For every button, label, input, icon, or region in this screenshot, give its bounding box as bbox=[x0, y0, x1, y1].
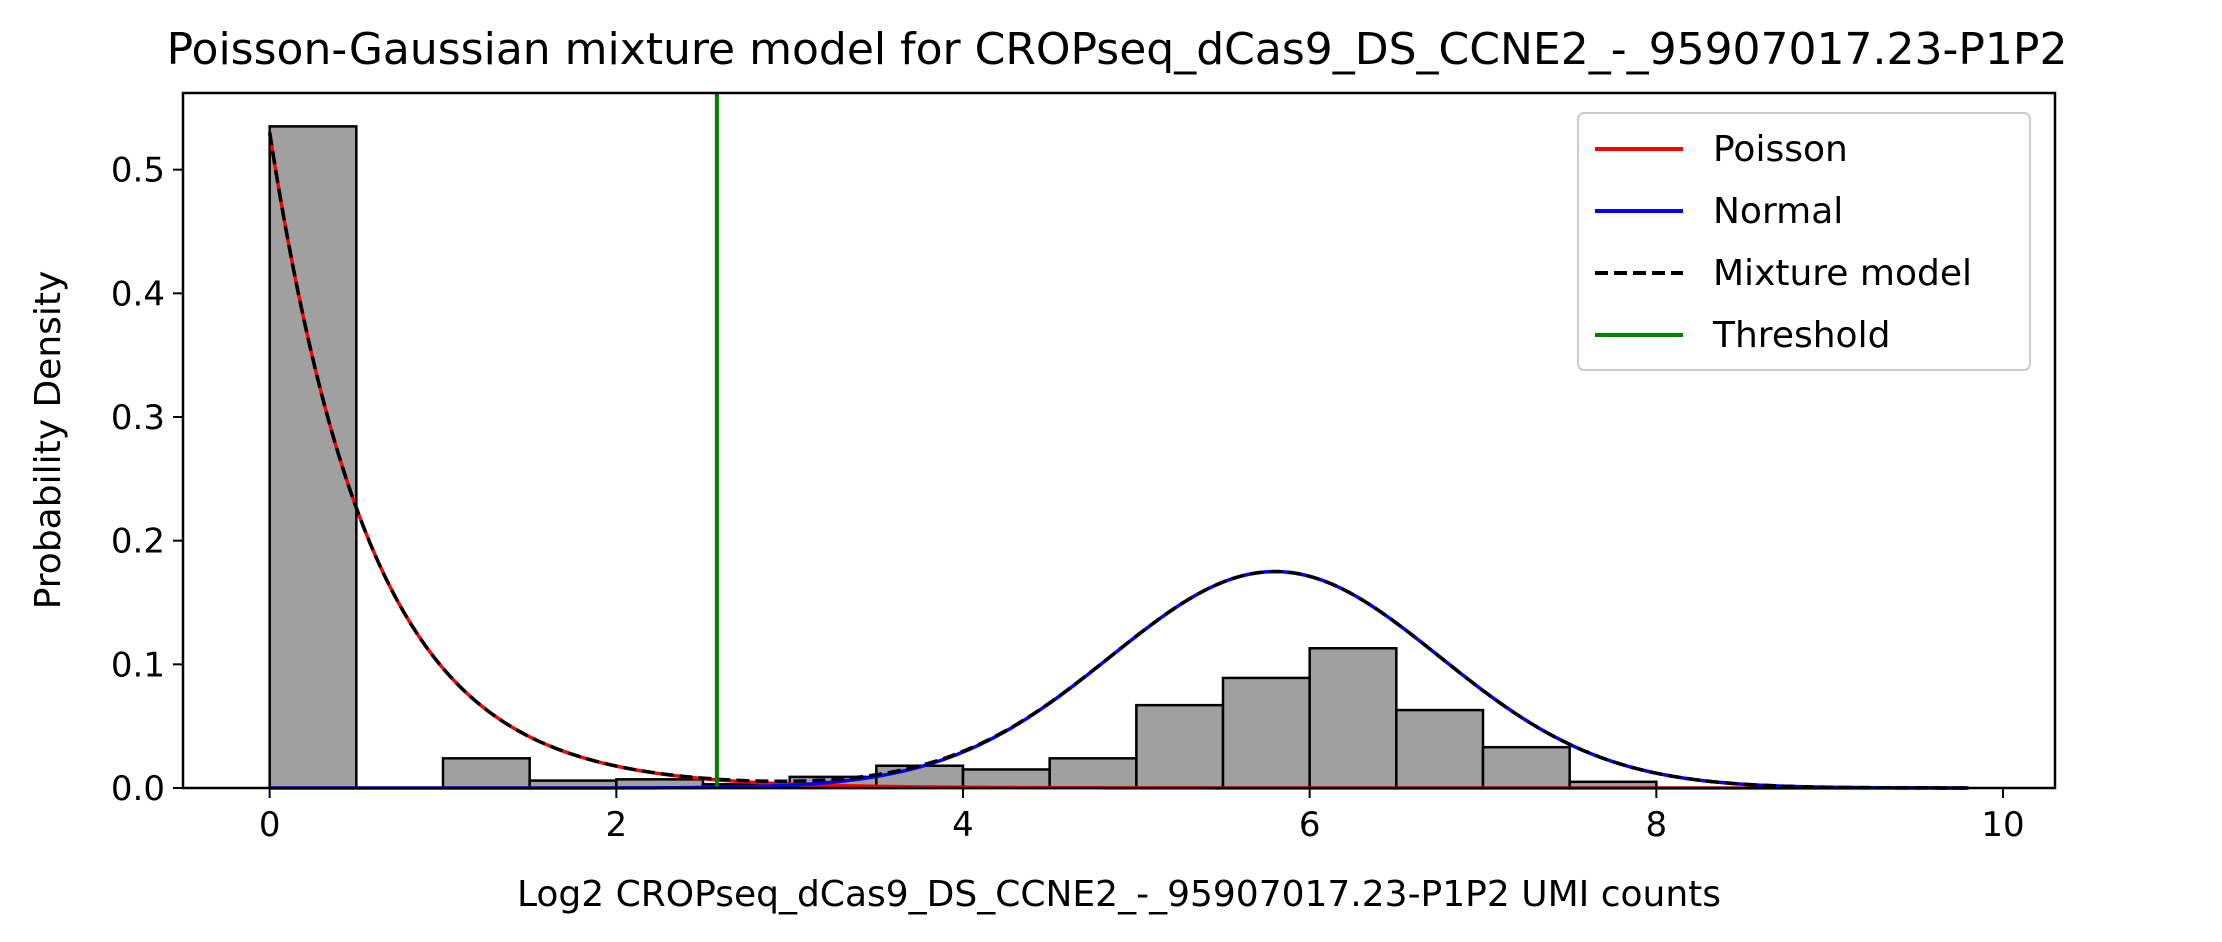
normal-curve bbox=[269, 569, 1969, 790]
histogram-bar bbox=[961, 768, 1051, 790]
x-tick-label: 8 bbox=[1646, 805, 1668, 845]
histogram-bar bbox=[268, 125, 358, 790]
histogram-bar bbox=[441, 757, 531, 790]
histogram-bar bbox=[1135, 703, 1225, 790]
legend-box bbox=[1577, 112, 2031, 371]
mixture-model-curve bbox=[267, 132, 1969, 790]
histogram-bar bbox=[1481, 745, 1571, 790]
legend: Poisson Normal Mixture model Threshold bbox=[1577, 112, 2031, 371]
y-tick-label: 0.3 bbox=[111, 398, 165, 438]
legend-label: Normal bbox=[1713, 191, 1843, 232]
x-axis-ticks: 0 2 4 6 8 10 bbox=[259, 788, 2025, 845]
histogram-bar bbox=[1221, 676, 1311, 790]
histogram-bar bbox=[875, 764, 965, 790]
y-axis-ticks: 0.0 0.1 0.2 0.3 0.4 0.5 bbox=[111, 151, 183, 809]
y-axis-label: Probability Density bbox=[28, 271, 69, 610]
legend-label: Poisson bbox=[1713, 129, 1848, 170]
histogram-bar bbox=[1048, 757, 1138, 790]
y-tick-label: 0.1 bbox=[111, 645, 165, 685]
histogram-bar bbox=[1395, 708, 1485, 790]
x-tick-label: 10 bbox=[1981, 805, 2024, 845]
x-tick-label: 2 bbox=[606, 805, 628, 845]
chart-title: Poisson-Gaussian mixture model for CROPs… bbox=[167, 24, 2068, 75]
x-axis-label: Log2 CROPseq_dCas9_DS_CCNE2_-_95907017.2… bbox=[517, 874, 1721, 915]
plot-frame bbox=[181, 91, 2057, 790]
histogram-bar bbox=[1308, 647, 1398, 790]
x-tick-label: 6 bbox=[1299, 805, 1321, 845]
x-tick-label: 0 bbox=[259, 805, 281, 845]
y-tick-label: 0.4 bbox=[111, 274, 165, 314]
y-tick-label: 0.5 bbox=[111, 151, 165, 191]
y-tick-label: 0.2 bbox=[111, 522, 165, 562]
legend-label: Threshold bbox=[1712, 315, 1890, 356]
y-tick-label: 0.0 bbox=[111, 769, 165, 809]
legend-label: Mixture model bbox=[1713, 253, 1972, 294]
x-tick-label: 4 bbox=[952, 805, 974, 845]
histogram bbox=[268, 125, 1658, 790]
